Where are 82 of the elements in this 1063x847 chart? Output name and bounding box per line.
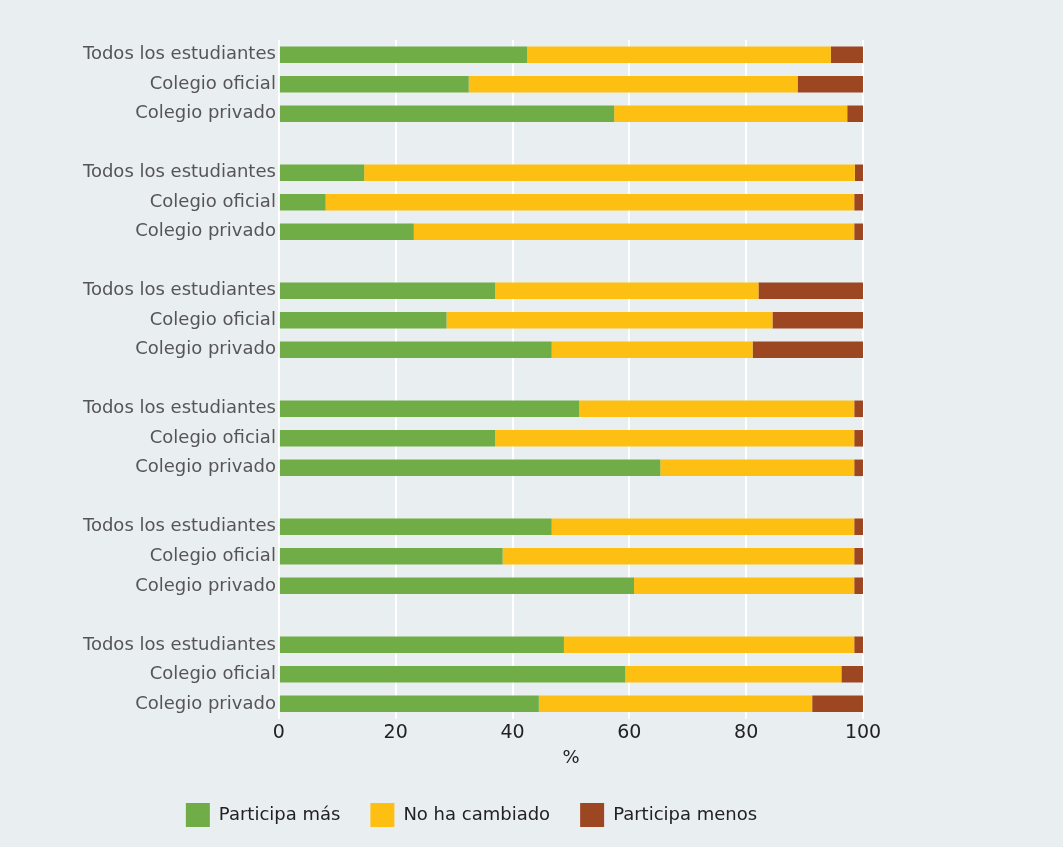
bar bbox=[495, 282, 759, 300]
bar bbox=[772, 312, 863, 329]
x-tick-label: 60 bbox=[617, 719, 642, 742]
bar bbox=[279, 46, 528, 64]
bar bbox=[841, 666, 863, 683]
legend-label: No ha cambiado bbox=[403, 802, 551, 824]
bar bbox=[468, 76, 798, 93]
bar bbox=[325, 194, 855, 211]
bar bbox=[579, 400, 855, 418]
bar bbox=[854, 548, 863, 565]
bar bbox=[551, 341, 753, 359]
bar bbox=[279, 695, 539, 713]
y-tick-label: Todos los estudiantes bbox=[81, 396, 276, 418]
bar bbox=[279, 194, 326, 211]
x-axis-title: % bbox=[562, 745, 580, 767]
y-tick-label: Colegio oficial bbox=[149, 71, 276, 93]
bar bbox=[812, 695, 863, 713]
bar bbox=[279, 76, 469, 93]
bar bbox=[279, 400, 580, 418]
legend-label: Participa menos bbox=[613, 802, 758, 824]
bar bbox=[660, 459, 855, 477]
bar bbox=[279, 164, 365, 182]
bar bbox=[538, 695, 813, 713]
y-tick-label: Colegio privado bbox=[135, 219, 276, 241]
x-tick-label: 80 bbox=[734, 719, 759, 742]
bar bbox=[563, 636, 855, 654]
bar bbox=[527, 46, 831, 64]
bar bbox=[279, 430, 496, 447]
bar bbox=[279, 577, 635, 595]
bar bbox=[279, 341, 552, 359]
bar bbox=[854, 577, 863, 595]
bar bbox=[625, 666, 842, 683]
bar bbox=[446, 312, 773, 329]
y-tick-label: Colegio privado bbox=[135, 337, 276, 359]
y-tick-label: Colegio privado bbox=[135, 691, 276, 713]
bar bbox=[551, 518, 855, 536]
bar bbox=[279, 518, 552, 536]
bar bbox=[758, 282, 863, 300]
y-tick-label: Todos los estudiantes bbox=[81, 278, 276, 300]
bar bbox=[495, 430, 855, 447]
y-tick-label: Colegio oficial bbox=[149, 425, 276, 447]
bar bbox=[279, 312, 447, 329]
bar bbox=[854, 430, 863, 447]
bar bbox=[854, 164, 863, 182]
bar bbox=[854, 459, 863, 477]
legend-label: Participa más bbox=[218, 802, 341, 824]
y-tick-label: Colegio oficial bbox=[149, 307, 276, 329]
bar bbox=[854, 636, 863, 654]
bar bbox=[830, 46, 863, 64]
y-tick-label: Todos los estudiantes bbox=[81, 160, 276, 182]
bar bbox=[854, 400, 863, 418]
bar bbox=[634, 577, 855, 595]
y-tick-label: Todos los estudiantes bbox=[81, 632, 276, 654]
bar bbox=[854, 194, 863, 211]
bar bbox=[279, 666, 626, 683]
y-tick-label: Todos los estudiantes bbox=[81, 514, 276, 536]
bar bbox=[279, 223, 414, 241]
y-tick-label: Colegio privado bbox=[135, 455, 276, 477]
y-tick-label: Colegio privado bbox=[135, 101, 276, 123]
bar bbox=[854, 518, 863, 536]
bar bbox=[364, 164, 855, 182]
bar bbox=[279, 105, 615, 123]
y-tick-label: Colegio oficial bbox=[149, 544, 276, 565]
x-tick-label: 100 bbox=[844, 719, 882, 742]
y-tick-label: Colegio privado bbox=[135, 573, 276, 595]
bar bbox=[413, 223, 855, 241]
y-tick-label: Colegio oficial bbox=[149, 189, 276, 211]
bar bbox=[752, 341, 863, 359]
y-tick-label: Todos los estudiantes bbox=[81, 42, 276, 64]
bar bbox=[279, 459, 661, 477]
bar bbox=[854, 223, 863, 241]
bar bbox=[502, 548, 855, 565]
bar bbox=[847, 105, 863, 123]
bar bbox=[614, 105, 848, 123]
bar bbox=[279, 282, 496, 300]
x-tick-label: 0 bbox=[272, 719, 285, 742]
bar bbox=[279, 636, 564, 654]
bar bbox=[797, 76, 863, 93]
y-tick-label: Colegio oficial bbox=[149, 662, 276, 684]
bar bbox=[279, 548, 503, 565]
x-tick-label: 40 bbox=[500, 719, 525, 742]
x-tick-label: 20 bbox=[383, 719, 408, 742]
